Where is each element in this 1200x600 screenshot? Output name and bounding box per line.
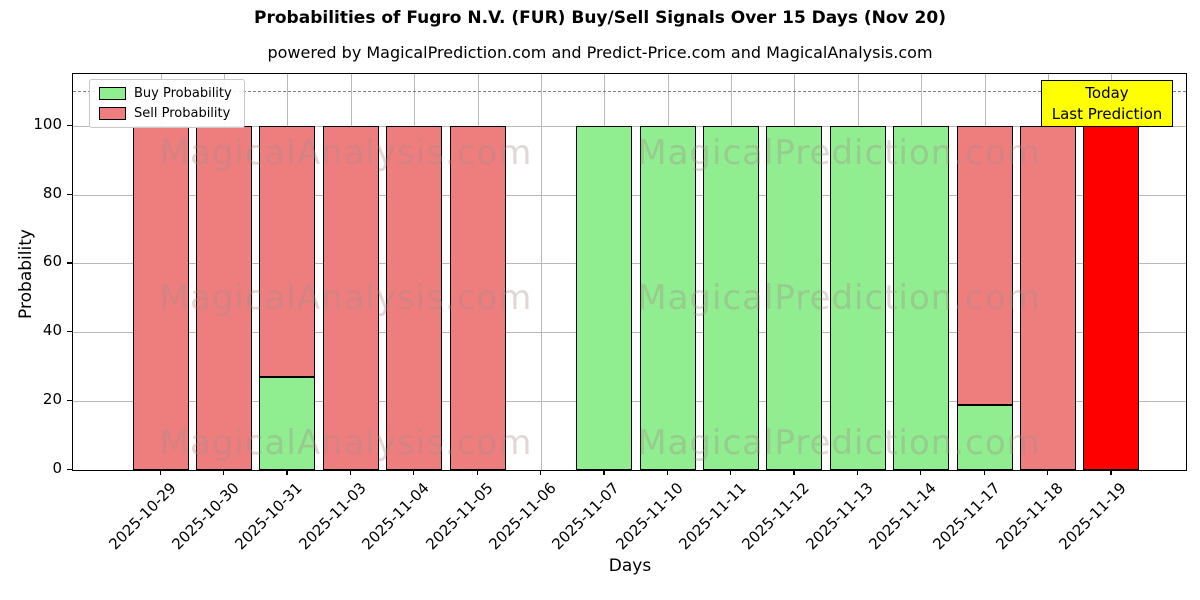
x-tick-mark xyxy=(793,470,795,475)
today-annotation-line2: Last Prediction xyxy=(1051,104,1163,123)
legend-item-buy: Buy Probability xyxy=(99,86,232,101)
x-tick-label: 2025-10-31 xyxy=(231,479,307,554)
x-tick-mark xyxy=(730,470,732,475)
x-tick-label: 2025-11-18 xyxy=(992,479,1067,554)
x-tick-mark xyxy=(603,470,605,475)
plot-area: Buy Probability Sell Probability Today L… xyxy=(72,73,1187,471)
watermark-text: MagicalPrediction.com xyxy=(637,278,1041,318)
x-tick-mark xyxy=(856,470,858,475)
y-tick-label: 20 xyxy=(42,390,62,409)
legend-label-sell: Sell Probability xyxy=(134,106,231,121)
y-tick-label: 80 xyxy=(42,183,62,202)
bar-segment xyxy=(259,125,316,378)
x-tick-label: 2025-11-04 xyxy=(358,479,433,554)
legend-item-sell: Sell Probability xyxy=(99,106,232,121)
bar-segment xyxy=(259,377,316,470)
watermark-text: MagicalPrediction.com xyxy=(637,423,1041,463)
bar-segment xyxy=(386,125,443,470)
y-tick-label: 100 xyxy=(33,114,62,133)
x-tick-label: 2025-11-05 xyxy=(421,479,497,554)
x-tick-label: 2025-11-12 xyxy=(738,479,814,554)
x-tick-label: 2025-11-17 xyxy=(928,479,1004,554)
y-tick-label: 40 xyxy=(42,321,62,340)
bar-segment xyxy=(196,125,253,470)
bar-segment xyxy=(322,125,379,470)
buy-color-swatch xyxy=(99,87,126,100)
bar-segment xyxy=(893,125,950,470)
chart-legend: Buy Probability Sell Probability xyxy=(89,79,245,128)
x-tick-mark xyxy=(666,470,668,475)
y-tick-mark xyxy=(67,469,72,471)
y-tick-label: 0 xyxy=(52,459,62,477)
x-tick-mark xyxy=(223,470,225,475)
bar-segment xyxy=(1019,125,1076,470)
x-tick-mark xyxy=(920,470,922,475)
x-tick-mark xyxy=(539,470,542,475)
bar-segment xyxy=(449,125,506,470)
sell-color-swatch xyxy=(99,107,126,120)
bar-segment xyxy=(829,125,886,470)
x-tick-label: 2025-10-29 xyxy=(105,479,180,554)
x-tick-label: 2025-10-30 xyxy=(168,479,243,554)
bar-segment xyxy=(956,125,1013,405)
legend-label-buy: Buy Probability xyxy=(134,86,232,101)
y-tick-mark xyxy=(67,331,72,333)
bar-segment xyxy=(132,125,189,470)
x-tick-label: 2025-11-07 xyxy=(548,479,624,554)
x-axis-label: Days xyxy=(608,556,652,576)
y-tick-label: 60 xyxy=(42,252,62,271)
chart-title: Probabilities of Fugro N.V. (FUR) Buy/Se… xyxy=(254,8,946,28)
bar-segment xyxy=(703,125,760,470)
x-tick-label: 2025-11-11 xyxy=(675,479,750,554)
x-tick-label: 2025-11-10 xyxy=(612,479,687,554)
x-tick-label: 2025-11-19 xyxy=(1055,479,1131,554)
today-annotation-box: Today Last Prediction xyxy=(1041,80,1173,127)
x-tick-mark xyxy=(983,470,985,475)
y-tick-mark xyxy=(67,193,72,195)
x-tick-label: 2025-11-13 xyxy=(802,479,877,554)
x-tick-mark xyxy=(349,470,351,475)
chart-subtitle: powered by MagicalPrediction.com and Pre… xyxy=(267,43,933,62)
y-tick-mark xyxy=(67,262,72,264)
watermark-text: MagicalAnalysis.com xyxy=(159,133,533,173)
today-annotation-line1: Today xyxy=(1085,83,1129,102)
watermark-text: MagicalAnalysis.com xyxy=(159,278,533,318)
y-tick-mark xyxy=(67,124,72,126)
x-tick-mark xyxy=(1110,470,1112,475)
bar-segment xyxy=(956,404,1013,470)
y-tick-mark xyxy=(67,400,72,402)
bar-segment xyxy=(766,125,823,470)
bar-segment xyxy=(639,125,696,470)
x-tick-mark xyxy=(159,470,161,475)
watermark-text: MagicalPrediction.com xyxy=(637,133,1041,173)
x-gridline xyxy=(540,74,542,470)
x-tick-label: 2025-11-14 xyxy=(865,479,940,554)
x-tick-mark xyxy=(1046,470,1049,475)
x-tick-mark xyxy=(413,470,415,475)
y-axis-label: Probability xyxy=(16,229,36,319)
dashed-threshold-line xyxy=(73,91,1186,93)
bar-segment xyxy=(1083,125,1140,470)
watermark-text: MagicalAnalysis.com xyxy=(159,423,533,463)
x-tick-label: 2025-11-06 xyxy=(485,479,560,554)
x-tick-label: 2025-11-03 xyxy=(295,479,370,554)
x-tick-mark xyxy=(476,470,478,475)
bar-segment xyxy=(576,125,633,470)
x-tick-mark xyxy=(286,470,288,475)
